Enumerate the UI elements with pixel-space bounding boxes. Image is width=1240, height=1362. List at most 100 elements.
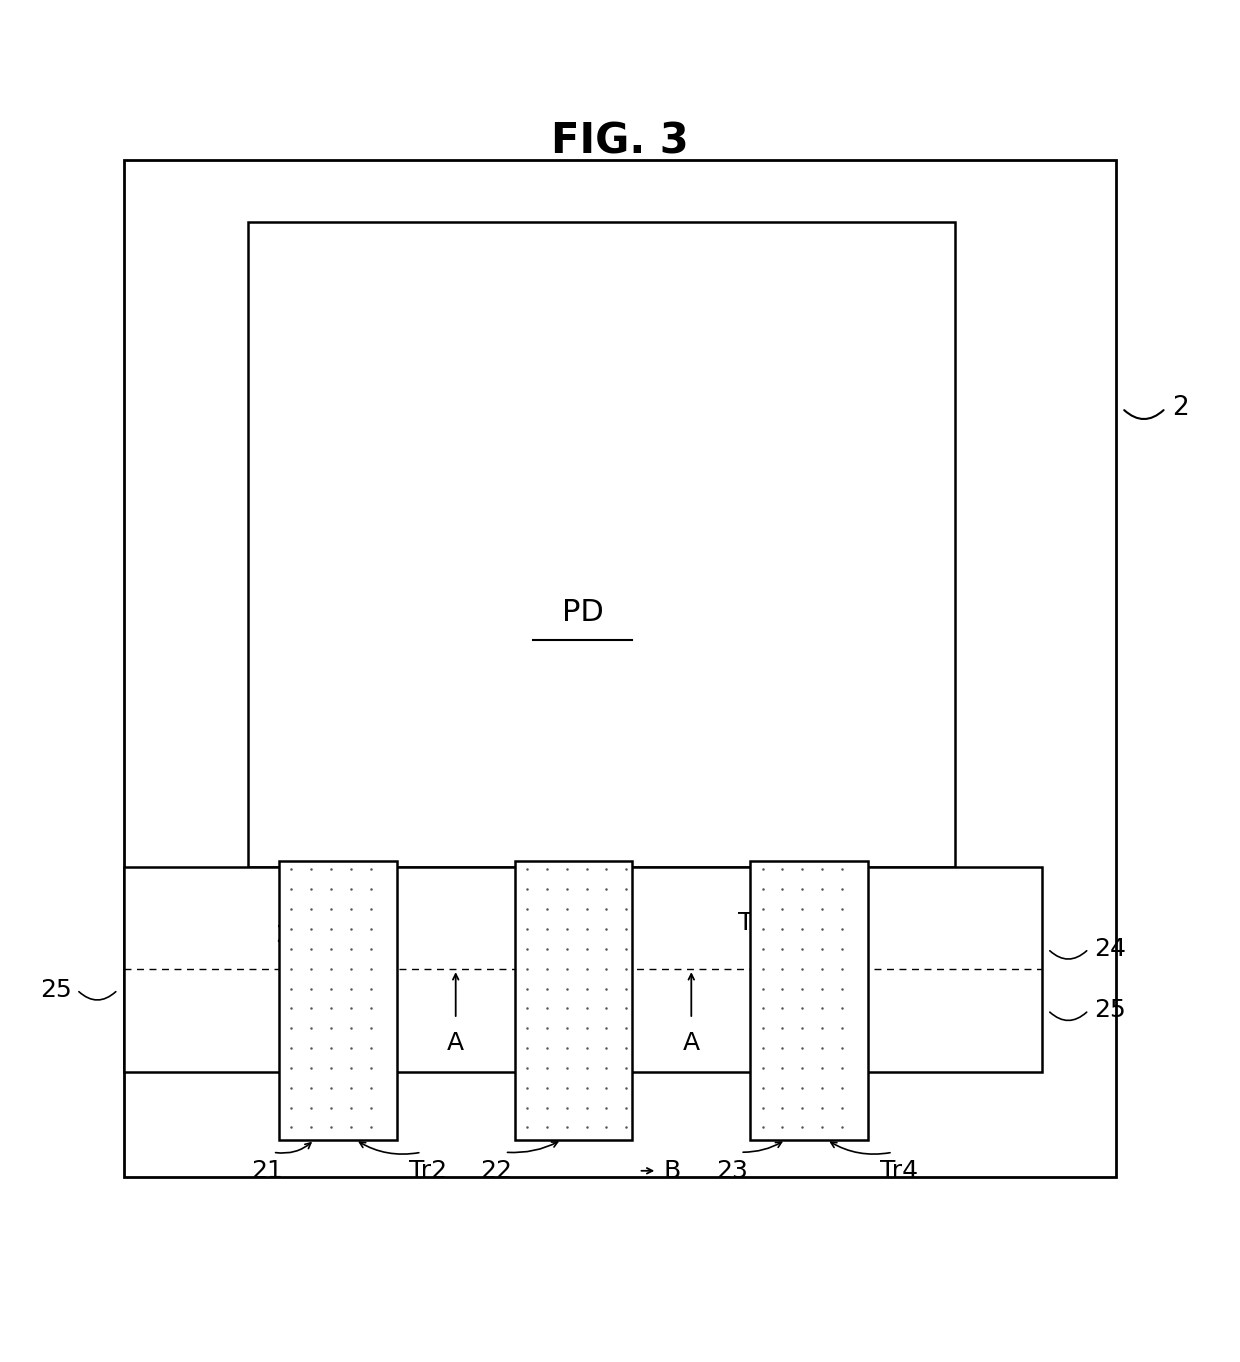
Point [301,1057,321,1079]
Point [753,878,773,900]
Point [812,899,832,921]
Point [557,938,577,960]
Point [812,997,832,1019]
Point [812,957,832,979]
Point [517,1096,537,1118]
Point [341,1057,361,1079]
Point [753,1096,773,1118]
Point [773,1096,792,1118]
Point [301,1036,321,1058]
Point [537,858,557,880]
Point [812,1036,832,1058]
Point [361,1096,381,1118]
Point [341,978,361,1000]
Point [537,997,557,1019]
Point [301,918,321,940]
Point [281,1057,301,1079]
Point [537,878,557,900]
Point [537,1077,557,1099]
Point [753,918,773,940]
Point [773,938,792,960]
Point [281,1077,301,1099]
Point [537,1117,557,1139]
Point [792,1077,812,1099]
Point [812,878,832,900]
Point [341,1117,361,1139]
Point [577,899,596,921]
Point [517,1017,537,1039]
Point [361,899,381,921]
Point [321,858,341,880]
Point [517,1077,537,1099]
Point [281,878,301,900]
Text: Tr4: Tr4 [880,1159,919,1182]
Point [773,957,792,979]
Text: Tr3: Tr3 [738,911,776,934]
Point [537,938,557,960]
Point [832,1077,852,1099]
Point [557,1057,577,1079]
Point [361,997,381,1019]
Point [281,1017,301,1039]
Point [557,1077,577,1099]
Point [792,1096,812,1118]
Point [361,878,381,900]
Point [792,978,812,1000]
Point [341,1096,361,1118]
Point [517,899,537,921]
Point [557,858,577,880]
Bar [515,861,632,1140]
Point [557,978,577,1000]
Point [773,899,792,921]
Text: 23: 23 [715,1159,748,1182]
Point [361,1057,381,1079]
Point [616,1057,636,1079]
Point [557,997,577,1019]
Point [341,918,361,940]
Point [537,978,557,1000]
Point [792,997,812,1019]
Point [517,978,537,1000]
Point [596,938,616,960]
Point [616,1017,636,1039]
Point [596,878,616,900]
Point [753,1017,773,1039]
Point [832,899,852,921]
Point [321,899,341,921]
Point [301,1017,321,1039]
Point [537,1017,557,1039]
Bar [124,868,1042,1072]
Point [281,938,301,960]
Text: A: A [683,1031,699,1056]
Point [341,997,361,1019]
Point [596,997,616,1019]
Point [281,997,301,1019]
Point [773,1017,792,1039]
Point [517,1117,537,1139]
Point [517,918,537,940]
Point [577,1117,596,1139]
Point [773,878,792,900]
Point [753,858,773,880]
Point [812,1057,832,1079]
Point [577,978,596,1000]
Point [773,997,792,1019]
Point [517,878,537,900]
Point [792,899,812,921]
Point [577,1096,596,1118]
Point [596,1096,616,1118]
Point [753,997,773,1019]
Point [517,957,537,979]
Point [281,858,301,880]
Point [557,1017,577,1039]
Point [753,1036,773,1058]
Point [341,938,361,960]
Point [616,997,636,1019]
Point [596,1017,616,1039]
Point [557,878,577,900]
Point [321,978,341,1000]
Point [812,1077,832,1099]
Point [321,997,341,1019]
Point [792,918,812,940]
Point [361,1017,381,1039]
